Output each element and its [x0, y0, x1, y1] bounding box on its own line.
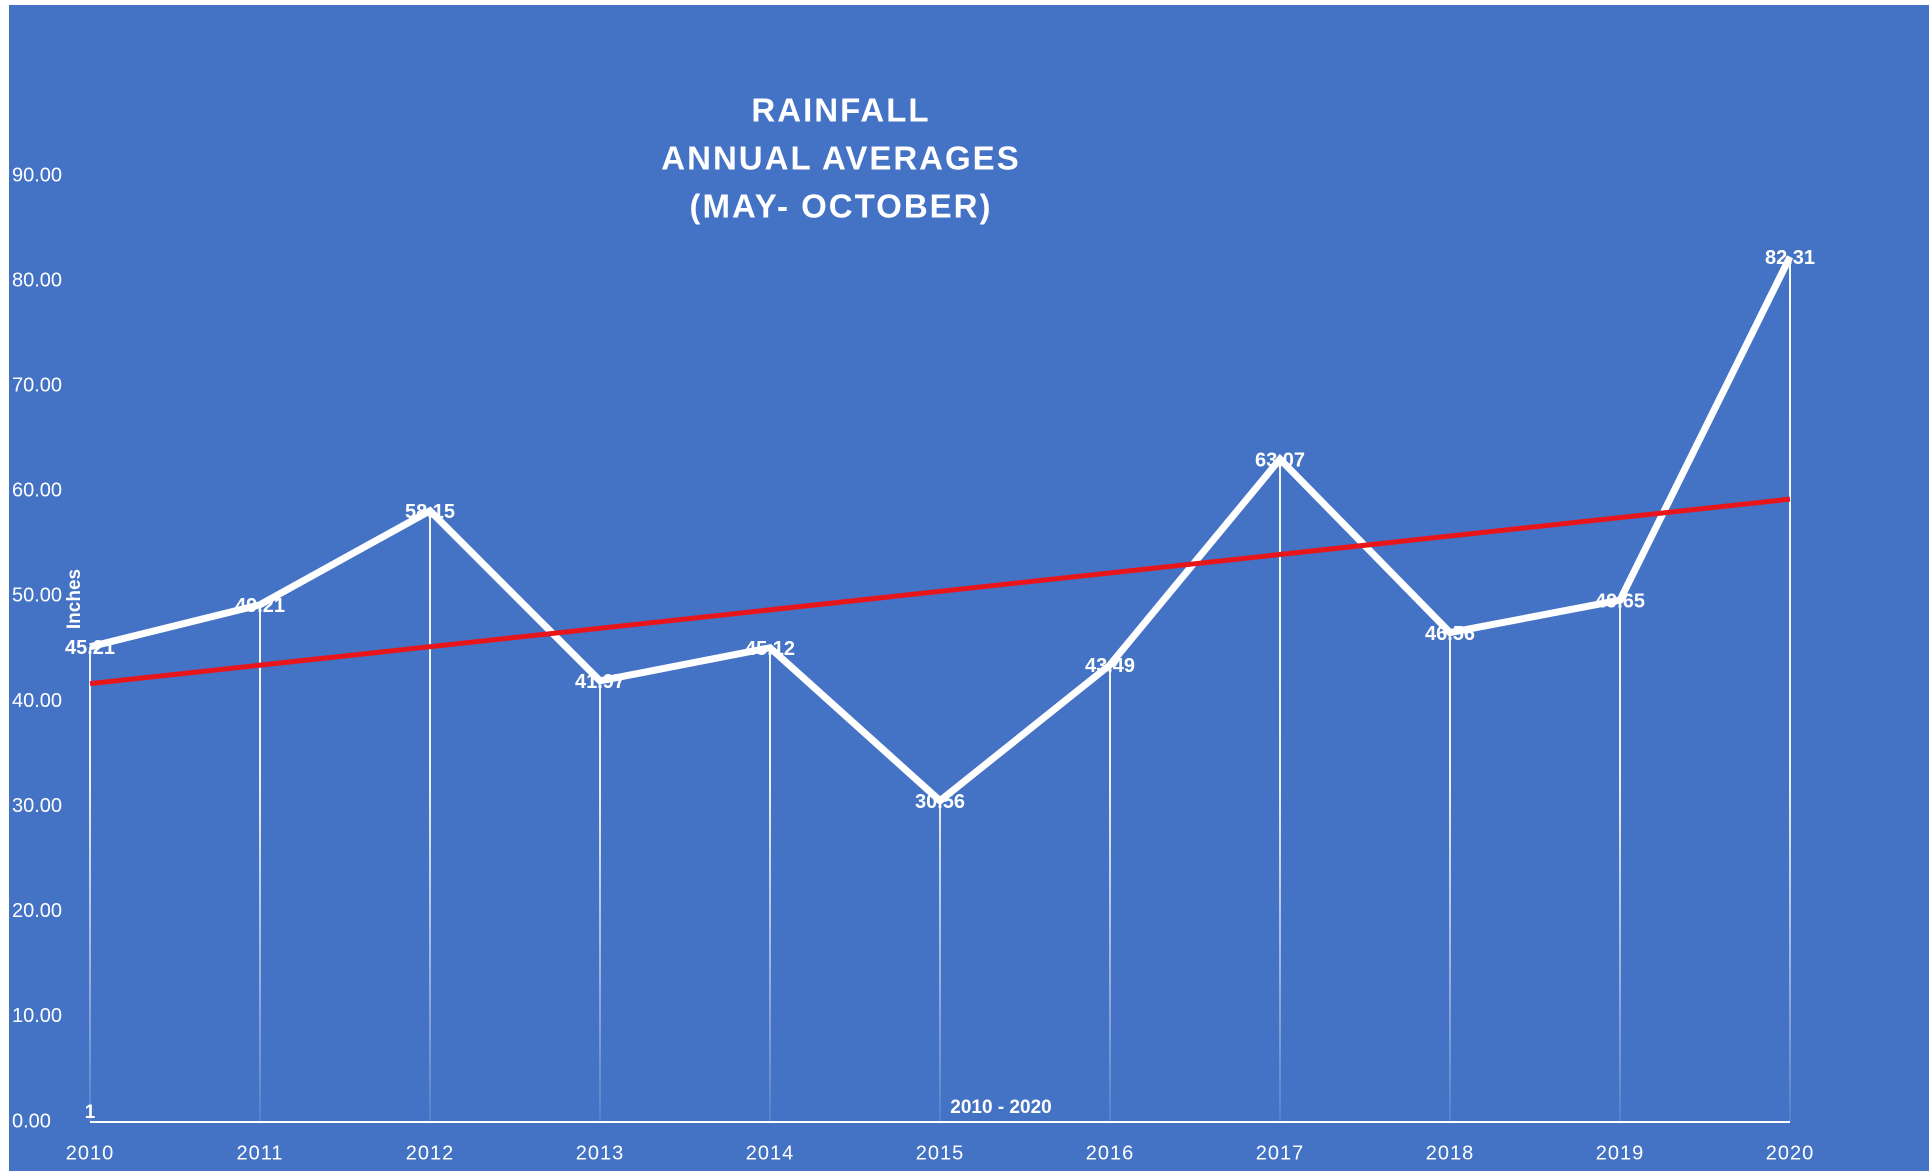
data-label: 58.15 — [405, 501, 455, 523]
x-tick-label: 2012 — [406, 1142, 455, 1164]
x-tick-label: 2013 — [576, 1142, 625, 1164]
data-label: 43.49 — [1085, 655, 1135, 677]
x-tick-label: 2016 — [1086, 1142, 1135, 1164]
x-tick-label: 2011 — [236, 1142, 283, 1164]
data-label: 45.12 — [745, 638, 795, 660]
trend-line — [89, 496, 1791, 687]
chart-title: RAINFALL — [751, 92, 930, 129]
y-tick-label: 70.00 — [12, 375, 62, 397]
x-tick-label: 2019 — [1596, 1142, 1645, 1164]
data-label: 30.56 — [915, 791, 965, 813]
x-axis-title: 2010 - 2020 — [950, 1097, 1051, 1118]
x-tick-label: 2014 — [746, 1142, 795, 1164]
y-tick-label: 50.00 — [12, 585, 62, 607]
y-tick-label: 60.00 — [12, 480, 62, 502]
chart-title: (MAY- OCTOBER) — [689, 188, 992, 225]
data-line — [89, 255, 1794, 806]
y-tick-label: 40.00 — [12, 690, 62, 712]
x-tick-label: 2020 — [1766, 1142, 1815, 1164]
y-tick-label: 90.00 — [12, 164, 62, 186]
x-tick-label: 2018 — [1426, 1142, 1475, 1164]
data-label: 41.97 — [575, 671, 625, 693]
x-tick-label: 2010 — [66, 1142, 115, 1164]
data-label: 49.21 — [235, 595, 285, 617]
data-label: 82.31 — [1765, 247, 1815, 269]
x-tick-label: 2017 — [1256, 1142, 1305, 1164]
y-tick-label: 30.00 — [12, 795, 62, 817]
data-label: 63.07 — [1255, 449, 1305, 471]
data-label: 46.56 — [1425, 623, 1475, 645]
y-tick-label: 80.00 — [12, 269, 62, 291]
y-tick-label: 20.00 — [12, 900, 62, 922]
data-label: 45.21 — [65, 637, 115, 659]
y-tick-label: 10.00 — [12, 1005, 62, 1027]
data-label: 49.65 — [1595, 590, 1645, 612]
y-tick-label: 0.00 — [12, 1110, 51, 1132]
x-tick-label: 2015 — [916, 1142, 965, 1164]
y-axis-title: Inches — [64, 569, 85, 629]
chart-title: ANNUAL AVERAGES — [661, 140, 1020, 177]
